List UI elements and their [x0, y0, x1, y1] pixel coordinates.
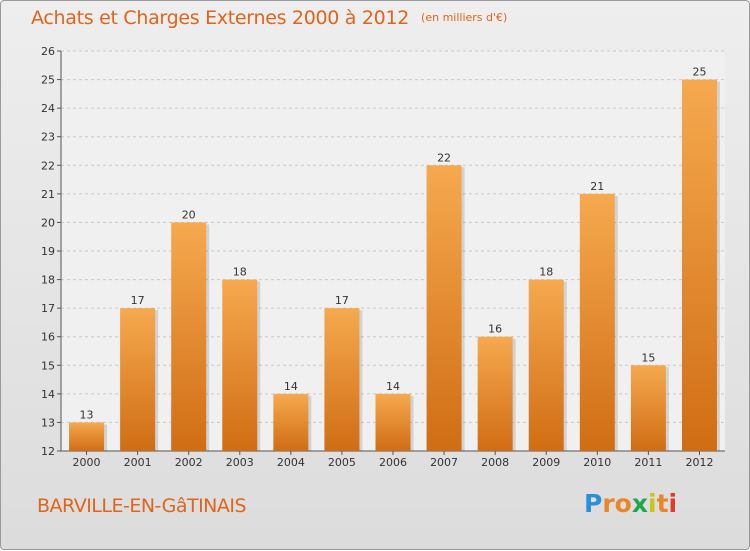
x-tick-label: 2011: [634, 456, 662, 469]
y-tick-label: 16: [41, 331, 55, 344]
bar: [528, 279, 564, 451]
plot-area: 12 13 14 15 16 17 18 19 20 21 22 23 24 25 26 13 2000 17 20…: [41, 45, 725, 469]
data-label: 14: [284, 380, 298, 393]
y-tick-label: 13: [41, 416, 55, 429]
logo-letter: t: [656, 489, 669, 518]
y-tick-label: 19: [41, 245, 55, 258]
y-tick-label: 20: [41, 216, 55, 229]
chart-title: Achats et Charges Externes 2000 à 2012 (e…: [31, 7, 507, 29]
bar: [222, 279, 258, 451]
x-tick-label: 2007: [430, 456, 458, 469]
y-tick-label: 15: [41, 359, 55, 372]
logo-letter: i: [668, 489, 678, 518]
logo-letter: i: [648, 489, 657, 518]
y-tick-label: 23: [41, 131, 55, 144]
x-tick-label: 2003: [226, 456, 254, 469]
bar: [273, 393, 309, 451]
x-tick-label: 2012: [685, 456, 713, 469]
bar: [477, 336, 513, 451]
y-tick-label: 24: [41, 102, 55, 115]
y-tick-label: 26: [41, 45, 55, 58]
y-tick-label: 22: [41, 159, 55, 172]
bar: [426, 165, 462, 452]
proxiti-logo: Proxiti: [584, 489, 677, 518]
x-tick-label: 2002: [175, 456, 203, 469]
y-tick-label: 12: [41, 445, 55, 458]
data-label: 22: [437, 151, 451, 164]
data-label: 16: [488, 323, 502, 336]
unit-label: (en milliers d'€): [421, 11, 508, 24]
x-tick-label: 2008: [481, 456, 509, 469]
bar: [171, 222, 207, 451]
data-label: 18: [233, 266, 247, 279]
bar: [69, 422, 105, 451]
bar: [579, 193, 615, 451]
commune-name: BARVILLE-EN-GâTINAIS: [37, 495, 247, 517]
y-tick-label: 14: [41, 388, 55, 401]
data-label: 17: [131, 294, 145, 307]
y-tick-label: 17: [41, 302, 55, 315]
bar: [681, 79, 717, 452]
logo-letter: r: [602, 489, 615, 518]
bar: [630, 365, 666, 451]
x-tick-label: 2009: [532, 456, 560, 469]
data-label: 13: [80, 408, 94, 421]
bar: [375, 393, 411, 451]
x-tick-label: 2005: [328, 456, 356, 469]
data-label: 18: [539, 266, 553, 279]
data-label: 17: [335, 294, 349, 307]
y-tick-label: 18: [41, 274, 55, 287]
data-label: 14: [386, 380, 400, 393]
x-tick-label: 2006: [379, 456, 407, 469]
bar: [120, 308, 156, 451]
data-label: 20: [182, 208, 196, 221]
data-label: 25: [692, 66, 706, 79]
x-tick-label: 2000: [73, 456, 101, 469]
y-tick-label: 21: [41, 188, 55, 201]
x-tick-label: 2004: [277, 456, 305, 469]
data-label: 15: [641, 351, 655, 364]
title-text: Achats et Charges Externes 2000 à 2012: [31, 7, 410, 29]
logo-letter: P: [584, 489, 603, 518]
data-label: 21: [590, 180, 604, 193]
logo-letter: x: [631, 489, 648, 518]
y-tick-label: 25: [41, 74, 55, 87]
logo-letter: o: [614, 489, 632, 518]
bar: [324, 308, 360, 451]
x-tick-label: 2010: [583, 456, 611, 469]
x-tick-label: 2001: [124, 456, 152, 469]
